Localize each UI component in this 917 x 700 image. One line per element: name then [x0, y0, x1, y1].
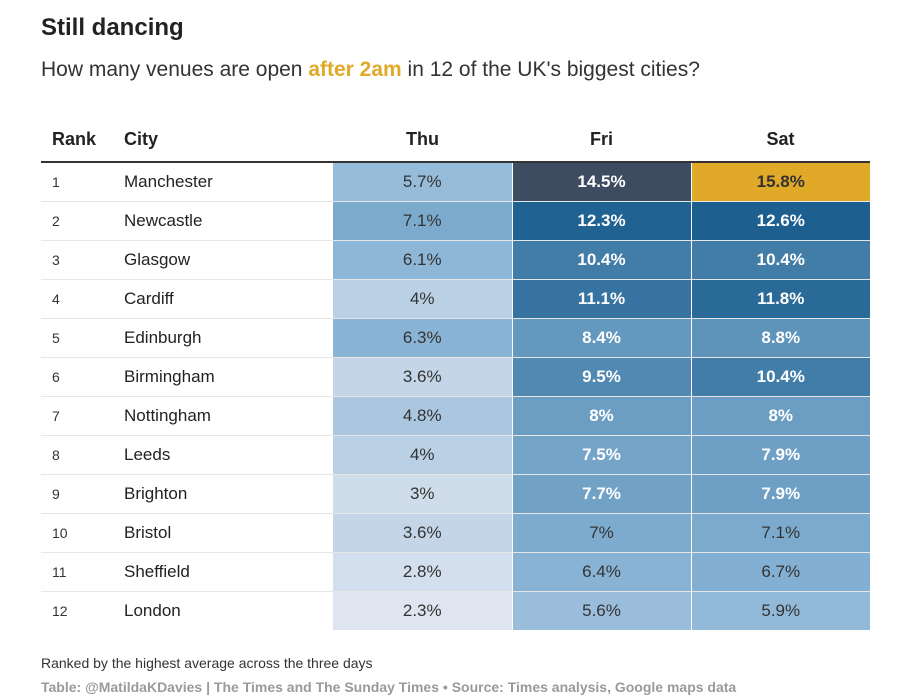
thu-value-cell: 2.8%: [333, 552, 512, 592]
rank-cell: 10: [41, 513, 124, 553]
chart-subtitle: How many venues are open after 2am in 12…: [41, 58, 700, 82]
column-header-thu: Thu: [333, 117, 512, 163]
subtitle-text-end: in 12 of the UK's biggest cities?: [401, 58, 700, 81]
table-row: 2 Newcastle 7.1% 12.3% 12.6%: [41, 201, 870, 241]
city-cell: Manchester: [124, 172, 213, 191]
city-cell: Brighton: [124, 474, 333, 514]
column-header-city: City: [124, 117, 333, 163]
fri-value-cell: 8%: [511, 396, 691, 436]
city-cell: Edinburgh: [124, 318, 333, 358]
fri-value-cell: 10.4%: [511, 240, 691, 280]
rank-cell: 7: [41, 396, 124, 436]
sat-value-cell: 15.8%: [690, 162, 870, 202]
thu-value-cell: 7.1%: [333, 201, 512, 241]
table-row: 12 London 2.3% 5.6% 5.9%: [41, 591, 870, 630]
column-header-sat: Sat: [691, 117, 870, 163]
table-header-row: Rank City Thu Fri Sat: [41, 117, 870, 163]
sat-value-cell: 7.9%: [690, 435, 870, 475]
table-row: 3 Glasgow 6.1% 10.4% 10.4%: [41, 240, 870, 280]
rank-cell: 9: [41, 474, 124, 514]
rank-cell: 2: [41, 201, 124, 241]
sat-value-cell: 6.7%: [690, 552, 870, 592]
rank-cell: 1: [52, 174, 60, 190]
sat-value-cell: 10.4%: [690, 357, 870, 397]
rank-cell: 3: [41, 240, 124, 280]
column-header-rank: Rank: [41, 117, 124, 163]
table-row: 11 Sheffield 2.8% 6.4% 6.7%: [41, 552, 870, 592]
rank-cell: 6: [41, 357, 124, 397]
thu-value-cell: 5.7%: [333, 162, 512, 202]
fri-value-cell: 12.3%: [511, 201, 691, 241]
city-cell: Cardiff: [124, 279, 333, 319]
city-cell: Sheffield: [124, 552, 333, 592]
city-cell: Leeds: [124, 435, 333, 475]
table-row: 4 Cardiff 4% 11.1% 11.8%: [41, 279, 870, 319]
fri-value-cell: 9.5%: [511, 357, 691, 397]
sat-value-cell: 10.4%: [690, 240, 870, 280]
footnote: Ranked by the highest average across the…: [41, 655, 373, 671]
thu-value-cell: 6.1%: [333, 240, 512, 280]
table-row: 8 Leeds 4% 7.5% 7.9%: [41, 435, 870, 475]
rank-cell: 5: [41, 318, 124, 358]
thu-value-cell: 4%: [333, 435, 512, 475]
city-cell: Birmingham: [124, 357, 333, 397]
subtitle-highlight: after 2am: [308, 58, 402, 81]
table-row: 7 Nottingham 4.8% 8% 8%: [41, 396, 870, 436]
thu-value-cell: 3%: [333, 474, 512, 514]
thu-value-cell: 3.6%: [333, 513, 512, 553]
thu-value-cell: 2.3%: [333, 591, 512, 630]
sat-value-cell: 5.9%: [690, 591, 870, 630]
subtitle-text-start: How many venues are open: [41, 58, 309, 81]
rank-cell: 11: [41, 552, 124, 592]
thu-value-cell: 4.8%: [333, 396, 512, 436]
chart-title: Still dancing: [41, 14, 184, 41]
rank-cell: 8: [41, 435, 124, 475]
table-row: 5 Edinburgh 6.3% 8.4% 8.8%: [41, 318, 870, 358]
rank-cell: 4: [41, 279, 124, 319]
venues-table: Rank City Thu Fri Sat 1 Manchester 5.7% 14.…: [41, 117, 870, 630]
fri-value-cell: 7.7%: [511, 474, 691, 514]
thu-value-cell: 6.3%: [333, 318, 512, 358]
fri-value-cell: 7.5%: [511, 435, 691, 475]
fri-value-cell: 11.1%: [511, 279, 691, 319]
source-credit: Table: @MatildaKDavies | The Times and T…: [41, 679, 737, 695]
city-cell: London: [124, 591, 333, 630]
city-cell: Newcastle: [124, 201, 333, 241]
city-cell: Bristol: [124, 513, 333, 553]
sat-value-cell: 8.8%: [690, 318, 870, 358]
sat-value-cell: 12.6%: [690, 201, 870, 241]
sat-value-cell: 7.1%: [690, 513, 870, 553]
fri-value-cell: 8.4%: [511, 318, 691, 358]
city-cell: Glasgow: [124, 240, 333, 280]
fri-value-cell: 7%: [511, 513, 691, 553]
rank-cell: 12: [41, 591, 124, 630]
fri-value-cell: 6.4%: [511, 552, 691, 592]
table-row: 6 Birmingham 3.6% 9.5% 10.4%: [41, 357, 870, 397]
city-cell: Nottingham: [124, 396, 333, 436]
table-body: 1 Manchester 5.7% 14.5% 15.8% 2 Newcastle 7.1% 1…: [41, 162, 870, 630]
sat-value-cell: 8%: [690, 396, 870, 436]
fri-value-cell: 14.5%: [511, 162, 691, 202]
sat-value-cell: 11.8%: [690, 279, 870, 319]
table-row: 10 Bristol 3.6% 7% 7.1%: [41, 513, 870, 553]
thu-value-cell: 3.6%: [333, 357, 512, 397]
fri-value-cell: 5.6%: [511, 591, 691, 630]
table-row: 9 Brighton 3% 7.7% 7.9%: [41, 474, 870, 514]
column-header-fri: Fri: [512, 117, 691, 163]
thu-value-cell: 4%: [333, 279, 512, 319]
sat-value-cell: 7.9%: [690, 474, 870, 514]
table-row: 1 Manchester 5.7% 14.5% 15.8%: [41, 162, 870, 202]
